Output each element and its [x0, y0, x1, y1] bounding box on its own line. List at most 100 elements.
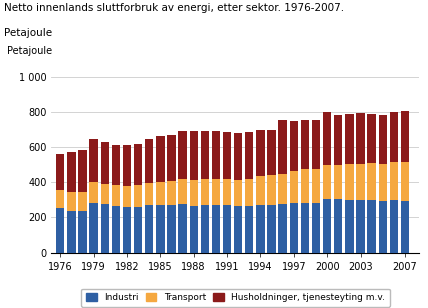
Bar	[212, 205, 220, 253]
Bar	[212, 132, 220, 179]
Bar	[78, 150, 86, 192]
Bar	[312, 120, 320, 169]
Bar	[379, 164, 387, 201]
Bar	[234, 133, 242, 180]
Bar	[223, 179, 231, 205]
Bar	[389, 112, 398, 163]
Bar	[89, 182, 98, 203]
Bar	[67, 152, 76, 192]
Bar	[401, 163, 409, 201]
Bar	[190, 131, 198, 180]
Bar	[101, 204, 109, 253]
Bar	[201, 179, 209, 205]
Bar	[312, 203, 320, 253]
Bar	[201, 132, 209, 179]
Bar	[89, 203, 98, 253]
Bar	[223, 205, 231, 253]
Bar	[145, 139, 153, 183]
Bar	[112, 185, 120, 206]
Bar	[379, 201, 387, 253]
Bar	[312, 169, 320, 203]
Bar	[334, 115, 342, 165]
Bar	[290, 171, 298, 203]
Bar	[167, 135, 175, 180]
Bar	[323, 112, 331, 165]
Bar	[112, 206, 120, 253]
Bar	[156, 136, 164, 182]
Bar	[245, 206, 253, 253]
Bar	[301, 120, 309, 169]
Bar	[78, 192, 86, 211]
Bar	[67, 211, 76, 253]
Bar	[178, 131, 187, 179]
Bar	[223, 132, 231, 179]
Bar	[268, 205, 276, 253]
Bar	[401, 201, 409, 253]
Bar	[245, 132, 253, 179]
Bar	[256, 205, 265, 253]
Bar	[389, 200, 398, 253]
Bar	[145, 183, 153, 205]
Bar	[167, 205, 175, 253]
Bar	[345, 200, 354, 253]
Bar	[345, 114, 354, 164]
Bar	[268, 175, 276, 205]
Bar	[167, 180, 175, 205]
Bar	[279, 173, 287, 204]
Bar	[268, 130, 276, 175]
Bar	[56, 154, 65, 190]
Bar	[156, 205, 164, 253]
Bar	[301, 169, 309, 203]
Bar	[89, 139, 98, 182]
Legend: Industri, Transport, Husholdninger, tjenesteyting m.v.: Industri, Transport, Husholdninger, tjen…	[81, 289, 389, 307]
Bar	[56, 190, 65, 208]
Bar	[134, 185, 142, 207]
Bar	[256, 176, 265, 205]
Bar	[323, 199, 331, 253]
Bar	[357, 200, 365, 253]
Bar	[123, 186, 131, 207]
Bar	[190, 206, 198, 253]
Bar	[145, 205, 153, 253]
Bar	[134, 207, 142, 253]
Bar	[212, 179, 220, 205]
Bar	[234, 180, 242, 206]
Bar	[101, 142, 109, 184]
Bar	[123, 207, 131, 253]
Bar	[134, 144, 142, 185]
Bar	[178, 179, 187, 204]
Bar	[279, 204, 287, 253]
Bar	[67, 192, 76, 211]
Bar	[178, 204, 187, 253]
Bar	[279, 120, 287, 173]
Bar	[256, 130, 265, 176]
Bar	[78, 211, 86, 253]
Bar	[323, 165, 331, 199]
Text: Netto innenlands sluttforbruk av energi, etter sektor. 1976-2007.: Netto innenlands sluttforbruk av energi,…	[4, 3, 345, 13]
Bar	[368, 114, 376, 163]
Bar	[345, 164, 354, 200]
Bar	[368, 163, 376, 200]
Bar	[389, 163, 398, 200]
Text: Petajoule: Petajoule	[7, 46, 52, 56]
Bar	[123, 144, 131, 186]
Bar	[201, 205, 209, 253]
Bar	[234, 206, 242, 253]
Bar	[156, 182, 164, 205]
Bar	[301, 203, 309, 253]
Bar	[190, 180, 198, 206]
Text: Petajoule: Petajoule	[4, 28, 52, 38]
Bar	[101, 184, 109, 204]
Bar	[401, 111, 409, 163]
Bar	[379, 115, 387, 164]
Bar	[245, 179, 253, 206]
Bar	[334, 199, 342, 253]
Bar	[357, 164, 365, 200]
Bar	[290, 203, 298, 253]
Bar	[290, 121, 298, 171]
Bar	[334, 165, 342, 199]
Bar	[56, 208, 65, 253]
Bar	[112, 144, 120, 185]
Bar	[357, 113, 365, 164]
Bar	[368, 200, 376, 253]
